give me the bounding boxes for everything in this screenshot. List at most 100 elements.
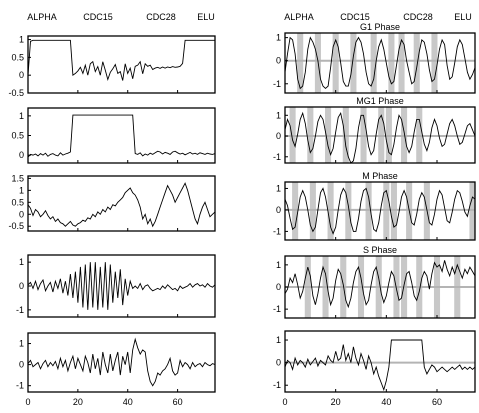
right-panel-1-band-5 bbox=[370, 33, 377, 93]
right-panel-1-frame bbox=[284, 32, 476, 94]
right-panel-3: 1 0 -1 M Phase bbox=[273, 171, 476, 241]
right-panel-2-ytick-label-2: 0 bbox=[276, 131, 281, 141]
header-left-elu: ELU bbox=[197, 12, 215, 22]
x-axis-left-label-3: 40 bbox=[123, 397, 133, 407]
left-panel-3-ytick-label-3: 0.5 bbox=[11, 197, 24, 207]
right-panel-1-band-8 bbox=[413, 33, 420, 93]
right-panel-4-ytick-label-1: 1 bbox=[276, 260, 281, 270]
right-panel-2-frame bbox=[284, 106, 476, 164]
left-panel-3-ytick-label-5: -0.5 bbox=[8, 221, 24, 231]
left-panel-3-series-line bbox=[27, 182, 216, 228]
right-panel-2-band-2 bbox=[307, 107, 314, 163]
right-panel-3-ytick-label-1: 1 bbox=[276, 183, 281, 193]
right-panel-3-series-line bbox=[284, 187, 476, 235]
left-panel-3-ytick-label-2: 1 bbox=[19, 185, 24, 195]
left-panel-5-frame bbox=[27, 332, 216, 393]
x-axis-right-label-3: 40 bbox=[381, 397, 391, 407]
right-panel-1-title: G1 Phase bbox=[360, 22, 400, 32]
left-panel-5-ytick-label-1: 1 bbox=[19, 339, 24, 349]
right-panel-2-band-5 bbox=[360, 107, 367, 163]
right-panel-5-frame bbox=[284, 330, 476, 393]
left-panel-5-series-line bbox=[27, 337, 216, 387]
left-panel-1-frame bbox=[27, 35, 216, 94]
right-panel-1-band-1 bbox=[297, 33, 304, 93]
right-panel-2-band-8 bbox=[401, 107, 408, 163]
left-panel-1: 1 0.5 0 -0.5 bbox=[8, 35, 216, 98]
x-axis-right-label-4: 60 bbox=[432, 397, 442, 407]
left-panel-2-series-line bbox=[27, 114, 216, 158]
right-panel-4: 1 0 -1 S Phase bbox=[273, 245, 476, 319]
right-panel-3-band-10 bbox=[469, 182, 476, 240]
right-panel-3-band-5 bbox=[365, 182, 372, 240]
right-panel-2-band-4 bbox=[342, 107, 349, 163]
right-panel-2-title: MG1 Phase bbox=[356, 96, 404, 106]
right-panel-2-band-7 bbox=[385, 107, 392, 163]
left-panel-1-ytick-label-3: 0 bbox=[19, 70, 24, 80]
right-panel-3-title: M Phase bbox=[362, 171, 398, 181]
header-right-alpha: ALPHA bbox=[284, 12, 314, 22]
left-panel-5-ytick-label-3: -1 bbox=[16, 381, 24, 391]
right-panel-1-band-6 bbox=[388, 33, 395, 93]
x-axis-left-label-4: 60 bbox=[173, 397, 183, 407]
x-axis-left-label-1: 0 bbox=[25, 397, 30, 407]
right-panel-4-ytick-label-3: -1 bbox=[273, 304, 281, 314]
left-panel-4-ytick-label-1: 1 bbox=[19, 257, 24, 267]
right-panel-3-ytick-label-3: -1 bbox=[273, 226, 281, 236]
panels: 10.50-0.510.501.510.50-0.510-110-110-1G1… bbox=[8, 22, 476, 393]
x-axis-right-label-1: 0 bbox=[282, 397, 287, 407]
experiment-header-left: ALPHA CDC15 CDC28 ELU bbox=[27, 12, 215, 22]
right-panel-2-band-9 bbox=[416, 107, 423, 163]
header-right-cdc28: CDC28 bbox=[403, 12, 433, 22]
right-panel-5-ytick-label-1: 1 bbox=[276, 335, 281, 345]
right-panel-1-ytick-label-1: 1 bbox=[276, 33, 281, 43]
left-panel-4: 1 0 -1 bbox=[16, 254, 216, 318]
left-panel-4-ytick-label-3: -1 bbox=[16, 305, 24, 315]
left-panel-4-ytick-label-2: 0 bbox=[19, 281, 24, 291]
left-panel-1-series-line bbox=[27, 39, 215, 82]
right-panel-3-band-3 bbox=[327, 182, 334, 240]
right-panel-3-ytick-label-2: 0 bbox=[276, 205, 281, 215]
right-panel-1: 1 0 -1 G1 Phase bbox=[273, 22, 476, 94]
header-right-elu: ELU bbox=[454, 12, 472, 22]
right-panel-1-band-7 bbox=[398, 33, 405, 93]
right-panel-3-frame bbox=[284, 181, 476, 241]
x-axis-right-label-2: 20 bbox=[331, 397, 341, 407]
right-panel-5-ytick-label-2: 0 bbox=[276, 358, 281, 368]
right-panel-1-ytick-label-3: -1 bbox=[273, 79, 281, 89]
left-panel-5: 1 0 -1 bbox=[16, 332, 216, 393]
right-panel-1-band-9 bbox=[431, 33, 438, 93]
left-panel-2-ytick-label-1: 1 bbox=[19, 111, 24, 121]
left-panel-1-ytick-label-2: 0.5 bbox=[11, 52, 24, 62]
right-panel-1-series-line bbox=[284, 36, 476, 90]
right-panel-3-band-4 bbox=[345, 182, 352, 240]
right-panel-2-band-3 bbox=[325, 107, 332, 163]
right-panel-1-ytick-label-2: 0 bbox=[276, 56, 281, 66]
right-panel-2-band-6 bbox=[378, 107, 385, 163]
left-panel-4-series-line bbox=[27, 262, 216, 310]
right-panel-1-band-4 bbox=[350, 33, 357, 93]
x-axis-left: 0 20 40 60 bbox=[25, 397, 182, 407]
left-panel-2-frame bbox=[27, 107, 216, 164]
right-panel-5-series-line bbox=[284, 339, 476, 392]
right-panel-3-band-6 bbox=[383, 182, 390, 240]
right-panel-2-ytick-label-1: 1 bbox=[276, 110, 281, 120]
x-axis-right: 0 20 40 60 bbox=[282, 397, 442, 407]
right-panel-5: 1 0 -1 bbox=[273, 330, 476, 393]
left-panel-1-ytick-label-4: -0.5 bbox=[8, 88, 24, 98]
left-panel-3-ytick-label-4: 0 bbox=[19, 209, 24, 219]
left-panel-3-ytick-label-1: 1.5 bbox=[11, 173, 24, 183]
left-panel-2-ytick-label-2: 0.5 bbox=[11, 131, 24, 141]
right-panel-5-ytick-label-3: -1 bbox=[273, 380, 281, 390]
header-right-cdc15: CDC15 bbox=[340, 12, 370, 22]
right-panel-3-band-7 bbox=[390, 182, 397, 240]
left-panel-5-ytick-label-2: 0 bbox=[19, 360, 24, 370]
left-panel-2-ytick-label-3: 0 bbox=[19, 150, 24, 160]
left-panel-3-frame bbox=[27, 175, 216, 232]
right-panel-2-band-1 bbox=[289, 107, 296, 163]
right-panel-4-ytick-label-2: 0 bbox=[276, 282, 281, 292]
experiment-header-right: ALPHA CDC15 CDC28 ELU bbox=[284, 12, 472, 22]
right-panel-1-band-3 bbox=[332, 33, 339, 93]
header-left-cdc15: CDC15 bbox=[83, 12, 113, 22]
left-panel-2: 10.50 bbox=[11, 107, 216, 164]
right-panel-4-series-line bbox=[284, 260, 476, 309]
